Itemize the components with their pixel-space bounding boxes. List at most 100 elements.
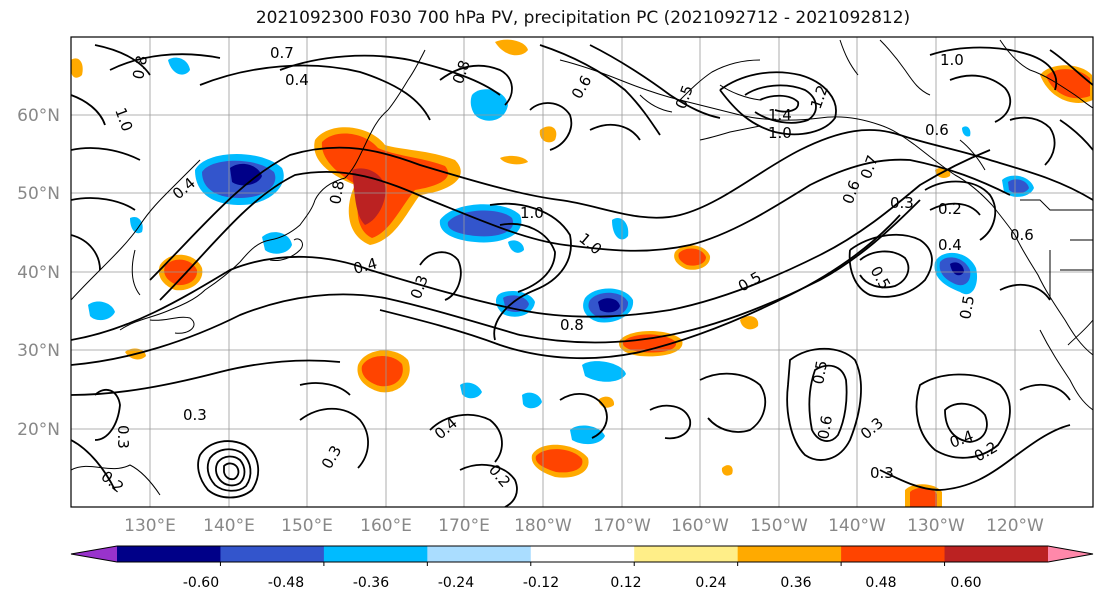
pv-contour-line bbox=[499, 223, 556, 293]
precip-positive-blob bbox=[71, 58, 83, 78]
colorbar bbox=[70, 545, 1094, 566]
pv-contour-line bbox=[719, 71, 837, 136]
colorbar-tick-label: -0.24 bbox=[438, 575, 474, 591]
contour-label: 0.6 bbox=[925, 121, 949, 139]
pv-contour-line bbox=[559, 393, 608, 439]
pv-contour-line bbox=[94, 44, 151, 76]
pv-contour-line bbox=[109, 53, 221, 71]
coastline bbox=[387, 49, 426, 111]
coastline bbox=[1067, 319, 1093, 346]
pv-contour-line bbox=[786, 347, 862, 461]
precip-negative-blob bbox=[168, 57, 190, 75]
colorbar-segment bbox=[220, 546, 325, 562]
contour-label: 1.0 bbox=[768, 124, 792, 142]
coastline bbox=[119, 261, 241, 331]
pv-contour-line bbox=[71, 439, 116, 491]
map-frame bbox=[70, 36, 1094, 508]
coastline bbox=[699, 125, 761, 141]
coastlines bbox=[71, 39, 1093, 496]
coastline bbox=[149, 316, 195, 334]
coastline bbox=[1020, 199, 1093, 211]
precip-negative-blob bbox=[508, 240, 524, 253]
contour-label: 1.0 bbox=[940, 51, 964, 69]
pv-contour-line bbox=[879, 424, 1071, 491]
colorbar-extend-min bbox=[71, 546, 117, 562]
precip-positive-blob bbox=[495, 39, 528, 56]
precip-negative-blob bbox=[1008, 179, 1029, 194]
precip-positive-blob bbox=[539, 126, 557, 143]
coastline bbox=[1039, 329, 1093, 411]
precip-negative-blob bbox=[570, 425, 605, 445]
precip-negative-blob bbox=[230, 163, 262, 186]
pv-contour-line bbox=[71, 149, 991, 341]
coastline bbox=[314, 109, 389, 201]
precip-negative-blob bbox=[598, 298, 620, 313]
colorbar-segment bbox=[737, 546, 842, 562]
pv-contour-line bbox=[529, 102, 573, 151]
colorbar-tick-label: -0.36 bbox=[353, 575, 389, 591]
pv-contour-line bbox=[299, 407, 369, 469]
map-title: 2021092300 F030 700 hPa PV, precipitatio… bbox=[255, 8, 911, 28]
contour-label: 0.5 bbox=[956, 294, 978, 321]
pv-contour-line bbox=[589, 123, 641, 141]
contour-label: 0.4 bbox=[938, 236, 962, 254]
contour-label: 0.6 bbox=[1010, 226, 1034, 244]
lat-label: 60°N bbox=[17, 106, 60, 126]
pv-contour-line bbox=[149, 129, 1093, 281]
lon-label: 140°W bbox=[828, 516, 886, 536]
pv-contour-line bbox=[159, 158, 1011, 301]
lat-labels: 60°N 50°N 40°N 30°N 20°N bbox=[17, 106, 60, 440]
precip-positive-blob bbox=[535, 449, 583, 473]
colorbar-outline bbox=[70, 545, 1094, 563]
pv-contour-line bbox=[439, 64, 513, 106]
pv-contours bbox=[71, 44, 1093, 507]
precip-negative-blob bbox=[130, 216, 143, 234]
pv-contour-line bbox=[859, 250, 910, 289]
contour-label: 0.8 bbox=[129, 54, 151, 81]
lat-label: 50°N bbox=[17, 184, 60, 204]
colorbar-segment bbox=[530, 546, 635, 562]
coastline bbox=[839, 39, 859, 76]
lon-label: 120°W bbox=[986, 516, 1044, 536]
colorbar-tick-label: 0.48 bbox=[865, 575, 896, 591]
pv-contour-line bbox=[419, 251, 462, 301]
precip-negative-blob bbox=[612, 217, 629, 240]
contour-label: 0.3 bbox=[890, 194, 914, 212]
precip-negative-blob bbox=[262, 232, 292, 254]
precip-positive-blob bbox=[678, 248, 706, 266]
coastline bbox=[239, 199, 316, 263]
contour-label: 0.3 bbox=[183, 406, 207, 424]
coastline bbox=[999, 39, 1093, 109]
precip-positive-blob bbox=[740, 316, 759, 330]
precip-positive-blob bbox=[1046, 69, 1090, 99]
contour-label: 1.4 bbox=[768, 106, 792, 124]
colorbar-tick-label: -0.12 bbox=[523, 575, 559, 591]
colorbar-tick-label: -0.60 bbox=[183, 575, 219, 591]
colorbar-segment bbox=[323, 546, 428, 562]
coastline bbox=[71, 159, 201, 301]
graticule bbox=[71, 37, 1093, 507]
colorbar-segment bbox=[117, 546, 221, 562]
precip-positive-blob bbox=[721, 465, 733, 476]
colorbar-tick-label: 0.12 bbox=[610, 575, 641, 591]
lat-label: 20°N bbox=[17, 420, 60, 440]
lon-label: 130°E bbox=[124, 516, 176, 536]
coastline bbox=[719, 84, 761, 101]
lat-label: 30°N bbox=[17, 341, 60, 361]
contour-label: 0.3 bbox=[114, 425, 132, 449]
contour-label: 0.5 bbox=[809, 359, 831, 386]
pv-contour-line bbox=[915, 373, 1011, 459]
pv-contour-line bbox=[589, 44, 721, 119]
precip-positive-blob bbox=[361, 355, 403, 387]
pv-contour-line bbox=[71, 197, 136, 211]
pv-contour-line bbox=[1059, 119, 1093, 151]
precip-positive-blob bbox=[622, 334, 677, 353]
precip-negative-blob bbox=[88, 301, 115, 321]
pv-contour-line bbox=[379, 214, 901, 360]
pv-contour-line bbox=[949, 74, 1012, 123]
pv-contour-line bbox=[929, 46, 1058, 91]
coastline bbox=[559, 59, 741, 116]
colorbar-tick-label: 0.24 bbox=[695, 575, 726, 591]
pv-contour-line bbox=[197, 440, 260, 499]
